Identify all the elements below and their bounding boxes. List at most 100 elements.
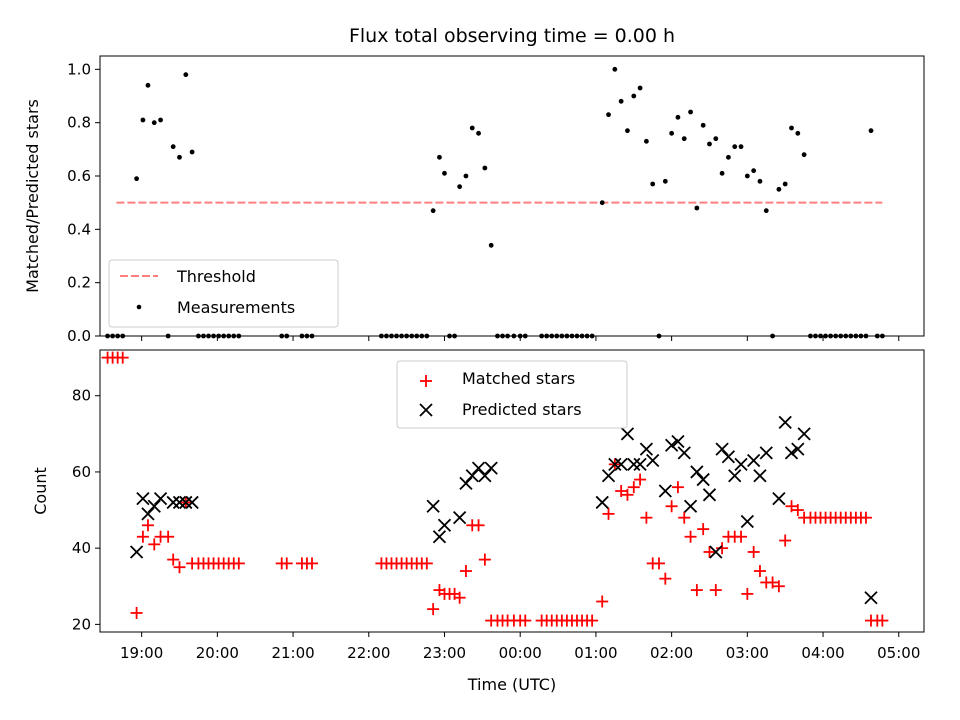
measurement-point <box>442 170 447 176</box>
matched-star-point <box>671 481 684 494</box>
matched-star-point <box>478 553 491 566</box>
measurement-point <box>776 186 782 192</box>
measurement-point <box>688 109 693 115</box>
measurement-point <box>170 144 176 150</box>
predicted-star-point <box>690 465 704 479</box>
matched-star-point <box>148 538 161 551</box>
bottom-y-tick-label: 60 <box>72 463 91 481</box>
top-y-axis: 0.0 0.2 0.4 0.6 0.8 1.0 <box>67 60 100 345</box>
legend-measurements-label: Measurements <box>177 298 295 317</box>
legend-measurements-swatch <box>136 304 142 310</box>
measurement-point <box>757 178 763 184</box>
bottom-y-tick-label: 20 <box>72 615 91 633</box>
top-y-axis-label: Matched/Predicted stars <box>23 99 42 293</box>
predicted-star-point <box>658 484 672 498</box>
matched-star-point <box>741 587 754 600</box>
predicted-star-point <box>664 438 679 452</box>
matched-star-point <box>697 523 710 536</box>
measurement-point <box>151 120 157 126</box>
predicted-star-point <box>797 427 811 441</box>
matched-star-point <box>876 614 889 627</box>
predicted-star-point <box>715 442 729 456</box>
bottom-y-tick-label: 80 <box>72 387 91 405</box>
measurement-point <box>437 154 442 160</box>
measurement-point <box>726 154 731 160</box>
predicted-star-point <box>633 457 647 471</box>
predicted-star-point <box>734 457 748 471</box>
top-panel: 0.0 0.2 0.4 0.6 0.8 1.0 Matched/Predicted sta… <box>23 55 925 345</box>
matched-star-point <box>602 507 615 520</box>
matched-star-point <box>659 572 672 585</box>
predicted-star-point <box>778 415 792 430</box>
matched-star-point <box>232 557 245 570</box>
measurement-point <box>469 125 475 131</box>
predicted-star-point <box>432 530 447 544</box>
top-legend-box <box>108 259 339 328</box>
measurement-point <box>631 93 637 99</box>
measurement-point <box>795 130 801 136</box>
measurement-point <box>643 138 649 144</box>
predicted-star-point <box>683 499 698 513</box>
predicted-star-point <box>478 469 492 483</box>
matched-star-point <box>173 561 186 574</box>
measurement-point <box>700 122 706 128</box>
measurement-point <box>650 181 656 187</box>
measurement-point <box>738 144 744 150</box>
predicted-star-point <box>620 427 635 441</box>
predicted-star-point <box>627 457 641 471</box>
top-x-axis <box>141 336 900 341</box>
measurement-point <box>430 208 436 214</box>
predicted-star-point <box>471 461 486 475</box>
predicted-star-point <box>784 446 799 460</box>
measurement-point <box>694 205 700 211</box>
measurement-point <box>134 176 139 182</box>
measurement-point <box>744 173 750 179</box>
predicted-star-point <box>437 518 452 532</box>
matched-star-point <box>453 591 466 604</box>
measurement-point <box>183 72 189 78</box>
measurement-point <box>177 154 182 160</box>
top-axes-frame <box>99 55 925 337</box>
matched-star-point <box>519 614 532 627</box>
predicted-star-point <box>595 495 609 510</box>
measurement-point <box>618 98 624 104</box>
matched-star-point <box>586 614 599 627</box>
predicted-star-point <box>608 457 622 471</box>
bottom-y-tick-label: 40 <box>72 539 91 557</box>
matched-star-point <box>162 530 175 543</box>
top-plot-area <box>105 66 885 339</box>
predicted-star-point <box>166 495 180 510</box>
matched-star-point <box>690 584 703 597</box>
matched-star-point <box>766 576 779 589</box>
top-legend: Threshold Measurements <box>108 259 339 328</box>
measurement-point <box>675 114 681 120</box>
legend-predicted-label: Predicted stars <box>462 400 582 419</box>
predicted-star-point <box>452 511 467 525</box>
measurement-point <box>606 112 611 118</box>
matched-star-point <box>615 485 628 497</box>
x-tick-label: 20:00 <box>196 644 239 662</box>
matched-star-point <box>640 511 653 524</box>
measurement-point <box>868 128 874 134</box>
predicted-star-point <box>677 446 691 460</box>
matched-star-point <box>678 511 691 524</box>
measurement-point <box>463 173 469 179</box>
measurement-point <box>158 117 163 123</box>
predicted-star-point <box>696 472 710 487</box>
legend-matched-swatch <box>420 375 432 387</box>
predicted-star-point <box>759 446 773 460</box>
x-tick-label: 23:00 <box>423 644 466 662</box>
predicted-star-point <box>172 495 187 510</box>
chart-title: Flux total observing time = 0.00 h <box>349 25 675 47</box>
matched-star-point <box>653 557 666 570</box>
matched-star-point <box>167 553 180 566</box>
measurement-point <box>612 66 618 72</box>
predicted-star-point <box>179 495 193 510</box>
top-y-tick-label: 0.6 <box>67 167 91 185</box>
matched-star-point <box>634 473 647 486</box>
legend-threshold-label: Threshold <box>176 267 256 286</box>
x-tick-label: 05:00 <box>877 644 920 662</box>
predicted-star-point <box>153 491 168 506</box>
measurement-point <box>782 181 788 187</box>
